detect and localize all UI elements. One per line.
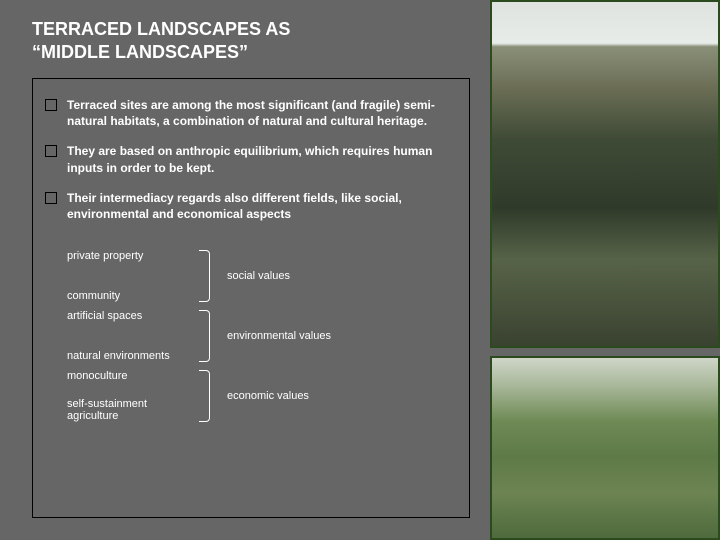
bullet-text: Their intermediacy regards also differen… [67, 190, 457, 222]
pair-left: monoculture self-sustainment agriculture [67, 370, 197, 422]
pair-value: social values [219, 270, 290, 282]
landscape-photo-top [490, 0, 720, 348]
bullet-item: They are based on anthropic equilibrium,… [45, 143, 457, 175]
pair-row: monoculture self-sustainment agriculture… [67, 370, 457, 422]
value-pairs: private property community social values… [67, 250, 457, 422]
title-line-2: “MIDDLE LANDSCAPES” [32, 41, 290, 64]
bullet-text: They are based on anthropic equilibrium,… [67, 143, 457, 175]
pair-top: private property [67, 250, 197, 262]
landscape-photo-bottom [490, 356, 720, 540]
pair-top: artificial spaces [67, 310, 197, 322]
bullet-item: Terraced sites are among the most signif… [45, 97, 457, 129]
pair-left: private property community [67, 250, 197, 302]
square-bullet-icon [45, 145, 59, 156]
square-bullet-icon [45, 99, 59, 110]
square-bullet-icon [45, 192, 59, 203]
bullet-text: Terraced sites are among the most signif… [67, 97, 457, 129]
bullet-item: Their intermediacy regards also differen… [45, 190, 457, 222]
pair-row: private property community social values [67, 250, 457, 302]
slide-title: TERRACED LANDSCAPES AS “MIDDLE LANDSCAPE… [32, 18, 290, 63]
pair-row: artificial spaces natural environments e… [67, 310, 457, 362]
brace-icon [199, 370, 213, 422]
title-line-1: TERRACED LANDSCAPES AS [32, 18, 290, 41]
pair-bot: natural environments [67, 350, 197, 362]
pair-value: environmental values [219, 330, 331, 342]
brace-icon [199, 250, 213, 302]
pair-top: monoculture [67, 370, 197, 382]
content-box: Terraced sites are among the most signif… [32, 78, 470, 518]
pair-bot: self-sustainment agriculture [67, 398, 197, 422]
pair-bot: community [67, 290, 197, 302]
brace-icon [199, 310, 213, 362]
pair-value: economic values [219, 390, 309, 402]
pair-left: artificial spaces natural environments [67, 310, 197, 362]
